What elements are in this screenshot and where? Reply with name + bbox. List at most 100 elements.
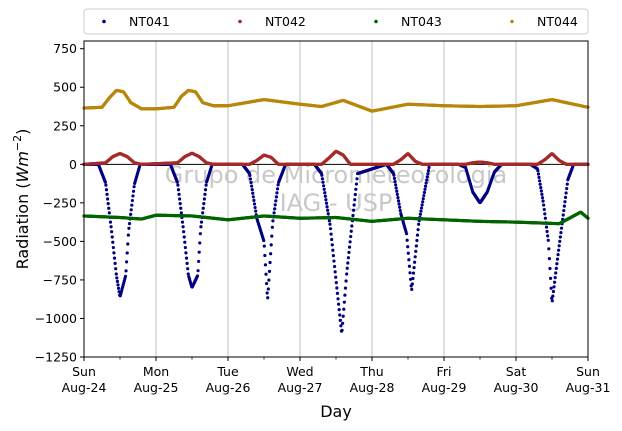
x-tick-day-3: Wed <box>286 364 313 379</box>
point-NT041-83 <box>130 203 134 207</box>
point-NT041-829 <box>559 226 564 230</box>
point-NT041-171 <box>180 220 185 224</box>
y-tick-label-4: −250 <box>43 195 77 210</box>
point-NT041-413 <box>320 173 324 177</box>
point-NT041-595 <box>425 178 429 182</box>
point-NT041-451 <box>342 307 346 311</box>
point-NT041-204 <box>199 220 204 224</box>
point-NT041-424 <box>326 212 330 216</box>
y-tick-label-1: 500 <box>53 80 77 95</box>
point-NT041-82 <box>129 208 133 212</box>
point-NT041-576 <box>414 249 418 253</box>
legend: NT041 NT042 NT043 NT044 <box>83 8 589 35</box>
point-NT041-443 <box>337 308 341 312</box>
point-NT041-544 <box>395 192 399 197</box>
point-NT041-823 <box>556 253 560 257</box>
point-NT041-43 <box>107 206 111 210</box>
x-tick-date-4: Aug-28 <box>350 380 395 395</box>
point-NT041-796 <box>540 196 545 200</box>
point-NT041-436 <box>333 270 337 274</box>
point-NT041-169 <box>179 211 183 215</box>
y-tick-label-8: −1250 <box>35 350 77 365</box>
point-NT041-417 <box>322 187 326 191</box>
point-NT041-434 <box>332 259 336 263</box>
point-NT041-455 <box>344 279 348 283</box>
point-NT041-336 <box>275 187 280 191</box>
point-NT041-799 <box>542 207 546 212</box>
legend-label-NT041: NT041 <box>129 14 170 29</box>
point-NT041-458 <box>346 261 350 265</box>
point-NT041-566 <box>408 271 412 275</box>
y-tick-label-3: 0 <box>69 157 77 172</box>
point-NT041-801 <box>543 216 547 220</box>
point-NT041-294 <box>251 195 255 199</box>
point-NT041-586 <box>419 206 424 210</box>
point-NT041-816 <box>552 285 556 289</box>
point-NT041-469 <box>352 203 356 207</box>
point-NT041-571 <box>411 276 415 281</box>
x-tick-day-2: Tue <box>216 364 239 379</box>
y-axis-title: Radiation (Wm−2) <box>11 129 32 270</box>
point-NT041-818 <box>553 276 557 280</box>
point-NT041-199 <box>197 259 201 264</box>
point-NT041-541 <box>394 183 398 187</box>
point-NT041-75 <box>125 251 129 255</box>
point-NT041-461 <box>347 245 352 249</box>
point-NT041-574 <box>413 260 417 264</box>
point-NT041-794 <box>539 189 543 193</box>
point-NT041-599 <box>427 165 431 170</box>
y-tick-label-2: 250 <box>53 118 77 133</box>
point-NT041-426 <box>327 219 331 223</box>
x-tick-date-7: Aug-31 <box>566 380 611 395</box>
y-tick-label-6: −750 <box>43 272 77 287</box>
point-NT041-423 <box>326 208 330 212</box>
point-NT041-173 <box>182 230 186 234</box>
point-NT041-46 <box>108 220 113 224</box>
point-NT041-296 <box>252 202 257 206</box>
x-tick-date-6: Aug-30 <box>494 380 539 395</box>
point-NT041-803 <box>544 225 549 229</box>
point-NT041-37 <box>103 180 107 184</box>
data-series <box>82 88 590 333</box>
point-NT041-72 <box>123 274 128 278</box>
point-NT041-419 <box>323 194 327 198</box>
point-NT041-290 <box>249 180 253 185</box>
point-NT041-579 <box>415 233 420 237</box>
point-NT041-427 <box>328 222 332 226</box>
point-NT041-462 <box>348 240 352 244</box>
point-NT041-325 <box>269 243 273 247</box>
point-NT041-47 <box>109 225 113 229</box>
point-NT041-460 <box>347 250 351 254</box>
point-NT041-809 <box>548 266 552 271</box>
point-NT041-549 <box>398 208 402 213</box>
point-NT041-833 <box>562 208 566 213</box>
point-NT041-56 <box>114 272 118 276</box>
point-NT041-76 <box>126 242 130 246</box>
point-NT041-52 <box>112 251 116 255</box>
point-NT041-38 <box>104 183 108 187</box>
point-NT041-439 <box>335 286 339 290</box>
point-NT041-825 <box>557 244 561 248</box>
point-NT041-179 <box>185 261 189 266</box>
x-tick-day-1: Mon <box>143 364 169 379</box>
x-tick-date-2: Aug-26 <box>206 380 251 395</box>
point-NT041-210 <box>203 192 207 196</box>
point-NT041-428 <box>328 227 333 231</box>
point-NT041-60 <box>116 286 121 290</box>
point-NT041-538 <box>392 173 396 177</box>
point-NT041-446 <box>339 324 343 328</box>
point-NT041-456 <box>345 272 349 276</box>
point-NT041-176 <box>183 245 187 250</box>
point-NT041-322 <box>267 269 272 273</box>
point-NT041-332 <box>273 203 277 207</box>
point-NT041-440 <box>335 291 340 296</box>
point-NT041-163 <box>176 183 180 187</box>
point-NT041-814 <box>551 294 555 298</box>
point-NT041-564 <box>407 258 411 262</box>
point-NT041-293 <box>251 191 255 195</box>
point-NT041-437 <box>334 275 338 279</box>
point-NT041-433 <box>331 254 336 258</box>
point-NT041-337 <box>276 183 280 187</box>
point-NT041-58 <box>115 279 120 283</box>
